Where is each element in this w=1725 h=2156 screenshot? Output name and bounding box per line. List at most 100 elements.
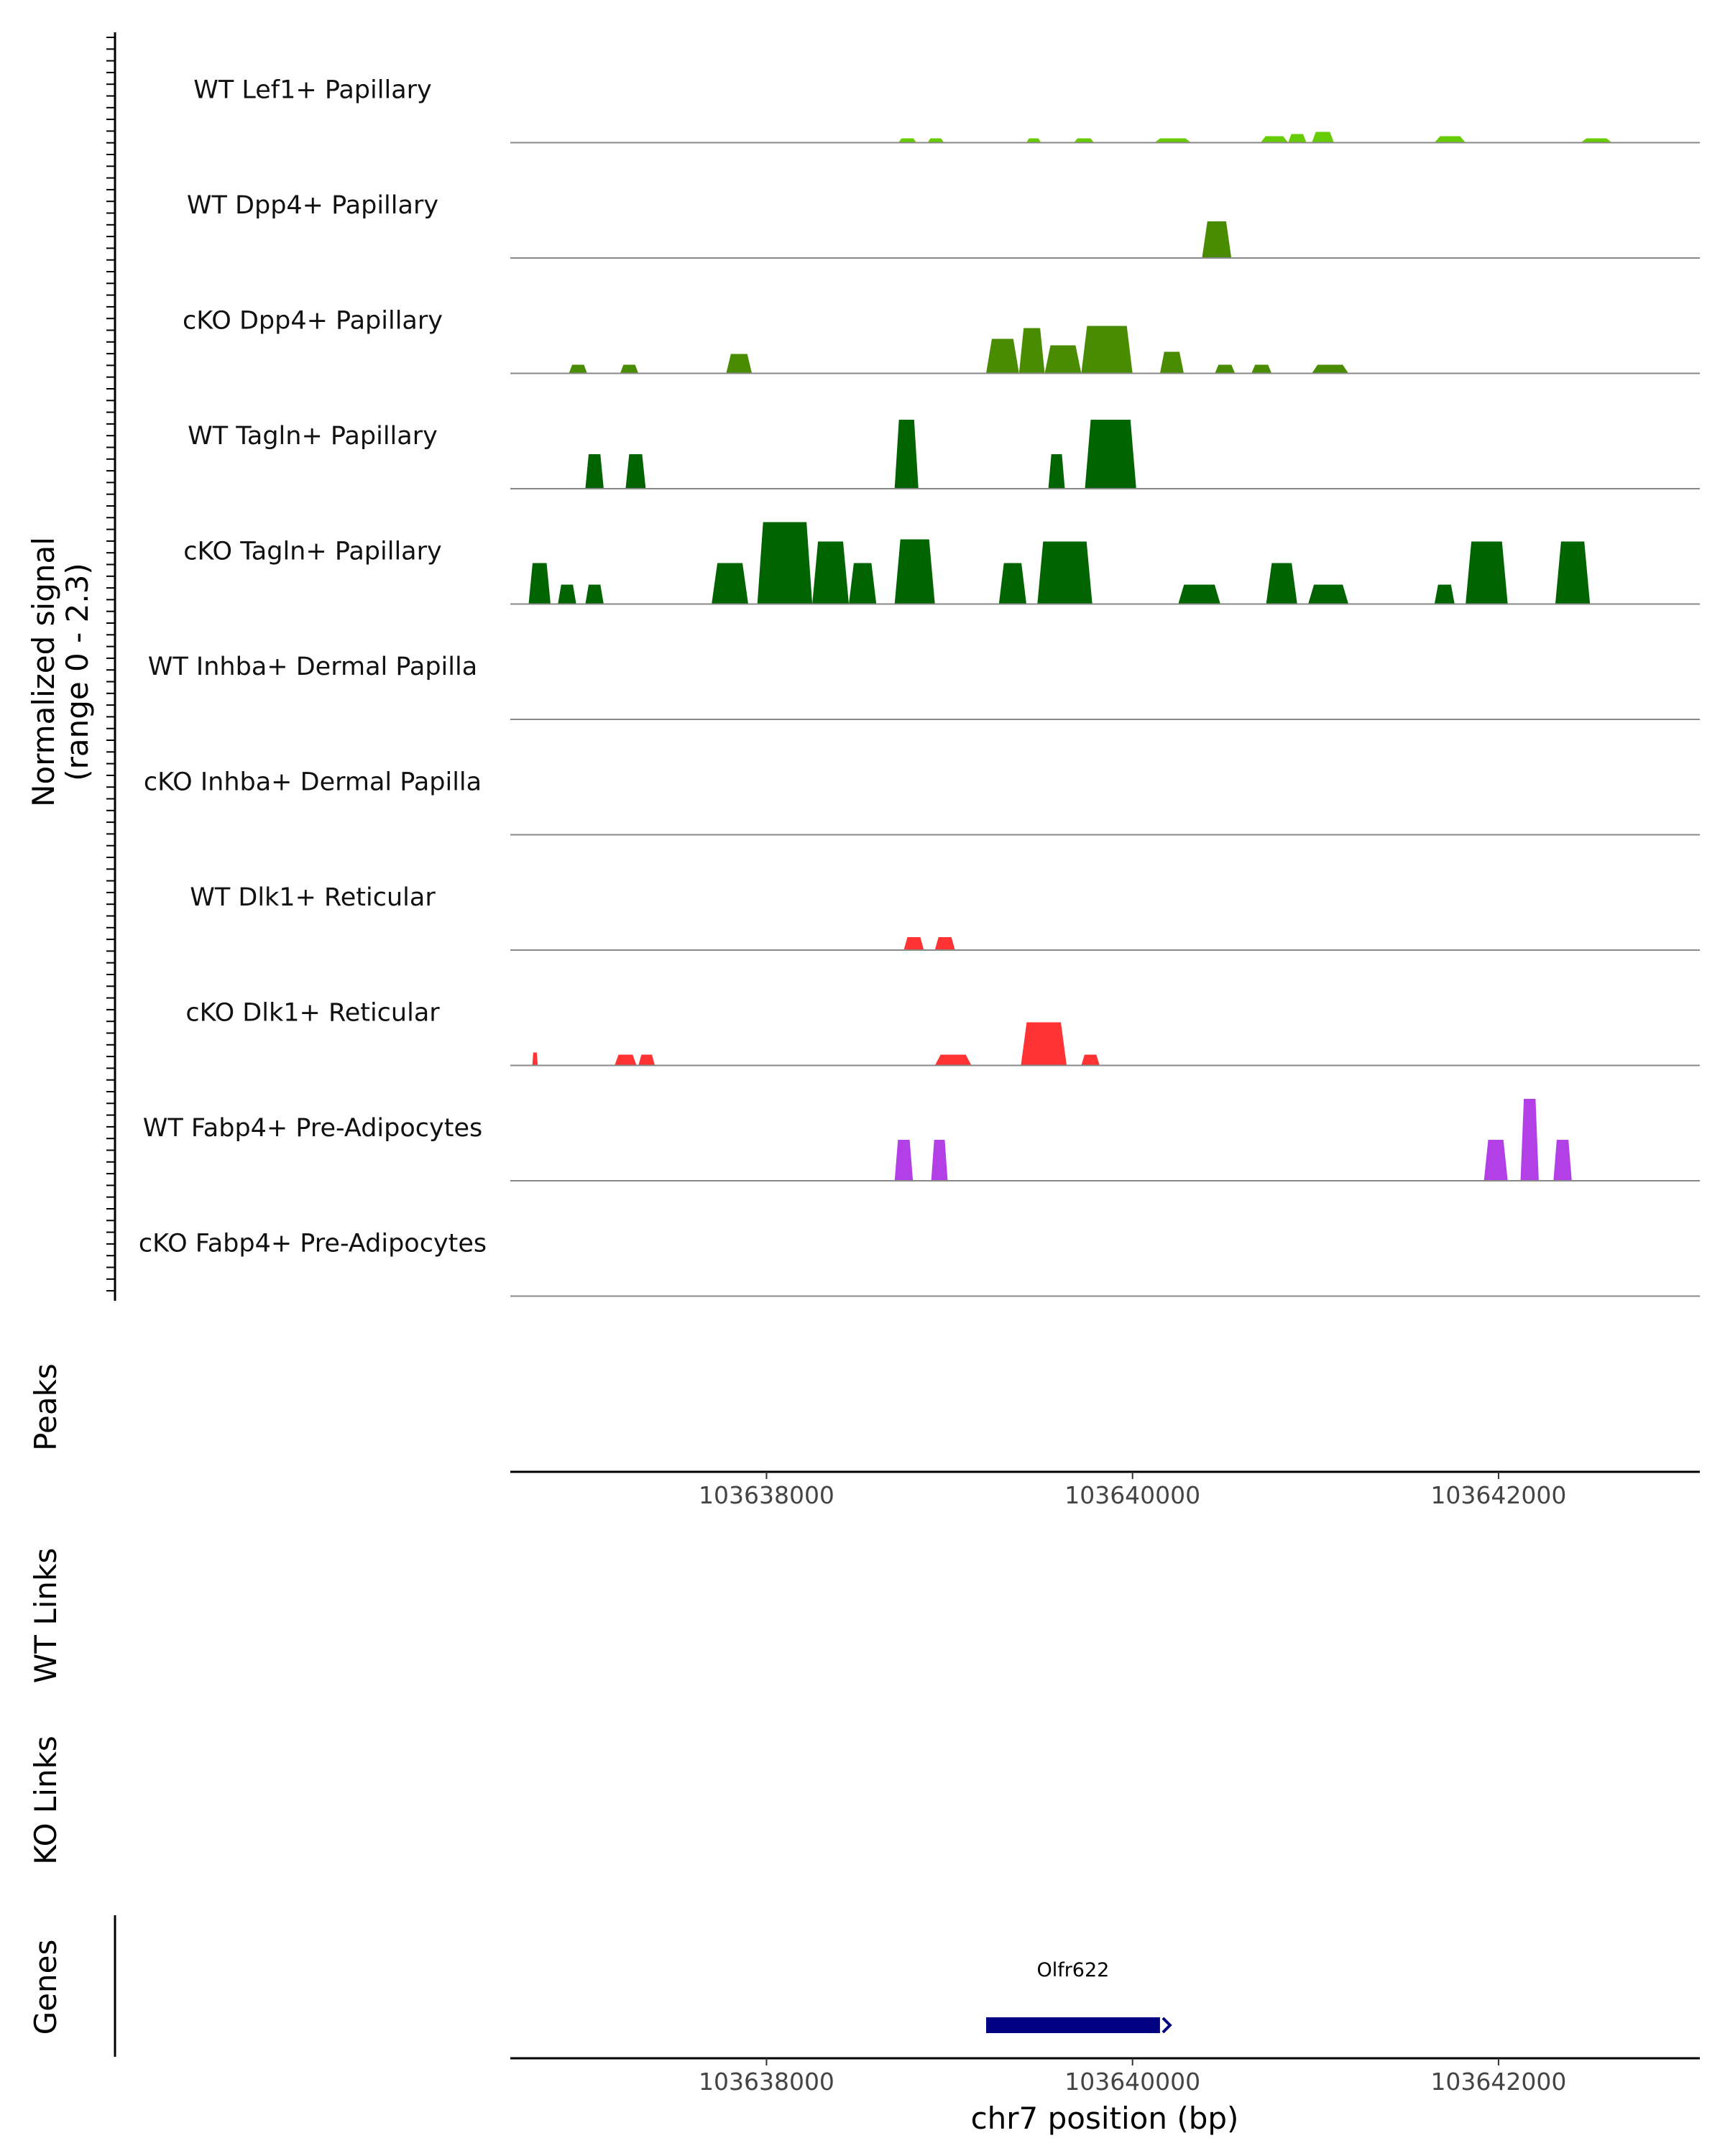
- track: WT Dlk1+ Reticular: [190, 883, 1700, 951]
- coverage-peak: [1553, 1140, 1572, 1181]
- coverage-y-ticks: [106, 37, 115, 1292]
- peaks-x-tick-label: 103638000: [699, 1481, 834, 1509]
- coverage-peak: [615, 1054, 637, 1066]
- coverage-peak: [1074, 138, 1095, 143]
- peaks-panel-label: Peaks: [28, 1363, 63, 1451]
- coverage-peak: [1081, 1054, 1100, 1066]
- coverage-peak: [1251, 364, 1272, 374]
- track-label: cKO Dpp4+ Papillary: [183, 307, 443, 336]
- coverage-ylabel-line1: Normalized signal: [26, 537, 61, 807]
- coverage-peak: [1048, 454, 1065, 489]
- coverage-peak: [903, 937, 924, 950]
- track: cKO Inhba+ Dermal Papilla: [144, 768, 1700, 836]
- coverage-peak: [625, 454, 646, 489]
- genes-x-tick-label: 103642000: [1430, 2068, 1566, 2096]
- coverage-peak: [927, 138, 944, 143]
- track-label: WT Dpp4+ Papillary: [187, 191, 438, 220]
- track: cKO Fabp4+ Pre-Adipocytes: [139, 1230, 1700, 1297]
- coverage-peak: [528, 563, 551, 604]
- coverage-peak: [1018, 328, 1045, 374]
- coverage-peak: [934, 937, 955, 950]
- track: WT Fabp4+ Pre-Adipocytes: [143, 1099, 1700, 1181]
- coverage-peak: [986, 338, 1019, 374]
- track-label: WT Tagln+ Papillary: [188, 422, 438, 451]
- coverage-peak: [1581, 138, 1612, 143]
- coverage-panel: Normalized signal (range 0 - 2.3) WT Lef…: [26, 32, 1700, 1301]
- coverage-peak: [1266, 563, 1297, 604]
- wt-links-label: WT Links: [28, 1548, 63, 1683]
- track: WT Lef1+ Papillary: [193, 76, 1700, 144]
- track: cKO Tagln+ Papillary: [183, 522, 1700, 605]
- gene-strand-arrow: [1162, 2017, 1172, 2034]
- track-label: WT Inhba+ Dermal Papilla: [148, 653, 477, 681]
- gene-models: Olfr622: [986, 1959, 1172, 2034]
- track-label: WT Fabp4+ Pre-Adipocytes: [143, 1114, 482, 1143]
- coverage-peak: [894, 539, 935, 604]
- coverage-peak: [934, 1054, 972, 1066]
- genes-x-axis-title: chr7 position (bp): [971, 2101, 1239, 2136]
- coverage-peak: [1037, 541, 1092, 604]
- coverage-peak: [1312, 132, 1334, 143]
- coverage-peak: [1434, 136, 1466, 143]
- peaks-x-tick-label: 103640000: [1064, 1481, 1200, 1509]
- track-label: cKO Dlk1+ Reticular: [185, 999, 440, 1028]
- coverage-peak: [1021, 1022, 1067, 1066]
- genes-panel-label: Genes: [28, 1940, 63, 2035]
- coverage-peak: [1520, 1099, 1539, 1181]
- coverage-tracks: WT Lef1+ Papillary WT Dpp4+ Papillary cKO …: [139, 76, 1700, 1297]
- genes-x-ticks: 103638000 103640000 103642000: [699, 2058, 1566, 2096]
- track-label: WT Lef1+ Papillary: [193, 76, 432, 105]
- coverage-peak: [1081, 326, 1133, 374]
- track-label: cKO Inhba+ Dermal Papilla: [144, 768, 482, 797]
- coverage-peak: [1555, 541, 1591, 604]
- coverage-peak: [1288, 134, 1307, 143]
- peaks-panel: Peaks 103638000 103640000 103642000: [28, 1363, 1700, 1509]
- coverage-peak: [812, 541, 849, 604]
- coverage-peak: [1044, 345, 1082, 374]
- coverage-peak: [726, 354, 753, 374]
- gene-body: [986, 2017, 1160, 2033]
- coverage-peak: [1085, 420, 1136, 489]
- coverage-peak: [1159, 351, 1184, 374]
- coverage-peak: [1178, 584, 1220, 604]
- genes-x-tick-label: 103640000: [1064, 2068, 1200, 2096]
- coverage-peak: [1312, 364, 1349, 374]
- coverage-peak: [1434, 584, 1455, 604]
- coverage-peak: [558, 584, 576, 604]
- genes-x-tick-label: 103638000: [699, 2068, 834, 2096]
- ko-links-label: KO Links: [28, 1736, 63, 1865]
- coverage-peak: [585, 584, 604, 604]
- coverage-peak: [712, 563, 748, 604]
- gene-label: Olfr622: [1036, 1959, 1109, 1981]
- coverage-peak: [1215, 364, 1236, 374]
- track-label: cKO Tagln+ Papillary: [183, 538, 442, 566]
- track: WT Tagln+ Papillary: [188, 420, 1700, 489]
- coverage-peak: [585, 454, 604, 489]
- coverage-peak: [1026, 138, 1041, 143]
- peaks-x-tick-label: 103642000: [1430, 1481, 1566, 1509]
- coverage-peak: [1154, 138, 1192, 143]
- coverage-peak: [1260, 136, 1289, 143]
- coverage-peak: [569, 364, 587, 374]
- coverage-peak: [757, 522, 813, 604]
- coverage-peak: [532, 1052, 538, 1066]
- track: WT Dpp4+ Papillary: [187, 191, 1700, 259]
- track: cKO Dlk1+ Reticular: [185, 999, 1700, 1067]
- coverage-peak: [638, 1054, 656, 1066]
- coverage-peak: [998, 563, 1026, 604]
- genes-panel: Genes Olfr622 103638000 103640000 10364200…: [28, 1915, 1700, 2136]
- track-label: WT Dlk1+ Reticular: [190, 883, 436, 912]
- links-panels: WT Links KO Links: [28, 1548, 63, 1865]
- coverage-peak: [1308, 584, 1349, 604]
- coverage-peak: [1466, 541, 1508, 604]
- coverage-peak: [894, 420, 919, 489]
- coverage-peak: [898, 138, 917, 143]
- coverage-peak: [849, 563, 877, 604]
- coverage-peak: [1484, 1140, 1508, 1181]
- track: WT Inhba+ Dermal Papilla: [148, 653, 1700, 720]
- track: cKO Dpp4+ Papillary: [183, 307, 1700, 374]
- coverage-peak: [620, 364, 639, 374]
- track-label: cKO Fabp4+ Pre-Adipocytes: [139, 1230, 487, 1258]
